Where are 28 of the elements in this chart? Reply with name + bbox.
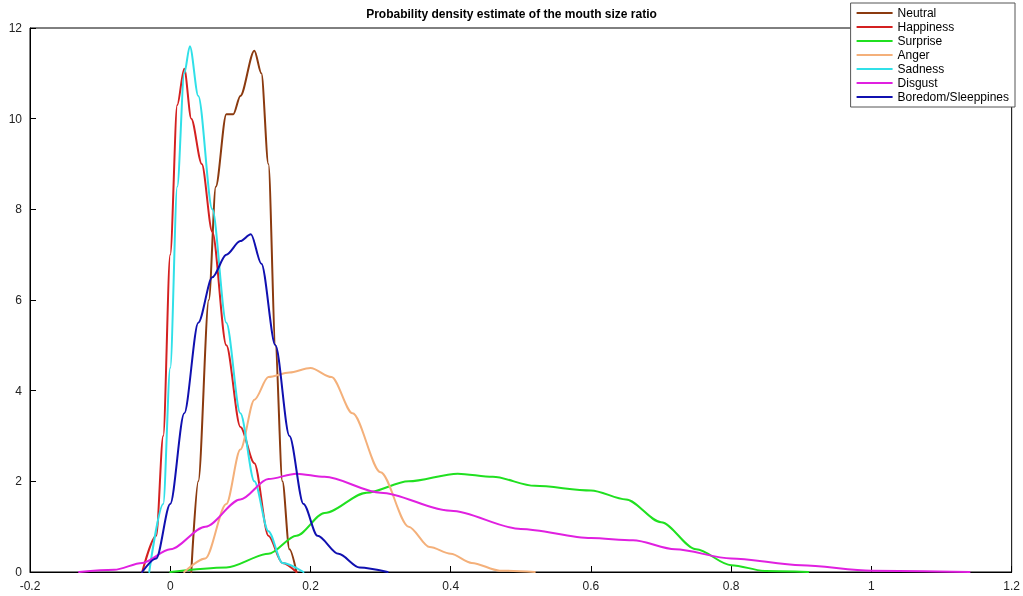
legend-label: Sadness: [897, 62, 945, 76]
legend-label: Surprise: [897, 34, 943, 48]
legend-label: Boredom/Sleeppines: [897, 90, 1009, 104]
legend-label: Disgust: [897, 76, 939, 90]
line-series: [190, 49, 298, 573]
y-tick-label: 0: [15, 565, 23, 579]
y-tick-label: 8: [15, 202, 23, 217]
line-series: [169, 472, 810, 573]
x-tick-label: 0.8: [722, 579, 740, 593]
x-tick-label: 1.2: [1003, 579, 1021, 593]
x-tick-label: -0.2: [19, 579, 41, 593]
x-tick-label: 1: [868, 579, 876, 593]
line-series: [141, 233, 389, 573]
y-tick-label: 2: [15, 474, 23, 489]
x-tick-label: 0.2: [302, 579, 320, 593]
x-tick-label: 0.6: [582, 579, 600, 593]
y-tick-label: 12: [8, 21, 23, 35]
y-tick-label: 6: [15, 293, 23, 307]
legend-label: Anger: [897, 48, 930, 62]
x-tick-label: 0: [166, 579, 174, 593]
y-tick-label: 4: [15, 383, 23, 398]
chart-title: Probability density estimate of the mouth size ratio: [366, 7, 657, 21]
y-tick-label: 10: [8, 111, 23, 126]
legend-label: Happiness: [897, 20, 955, 34]
legend-label: Neutral: [897, 6, 937, 20]
x-tick-label: 0.4: [442, 579, 460, 593]
line-series: [78, 472, 971, 573]
line-series: [183, 367, 536, 573]
